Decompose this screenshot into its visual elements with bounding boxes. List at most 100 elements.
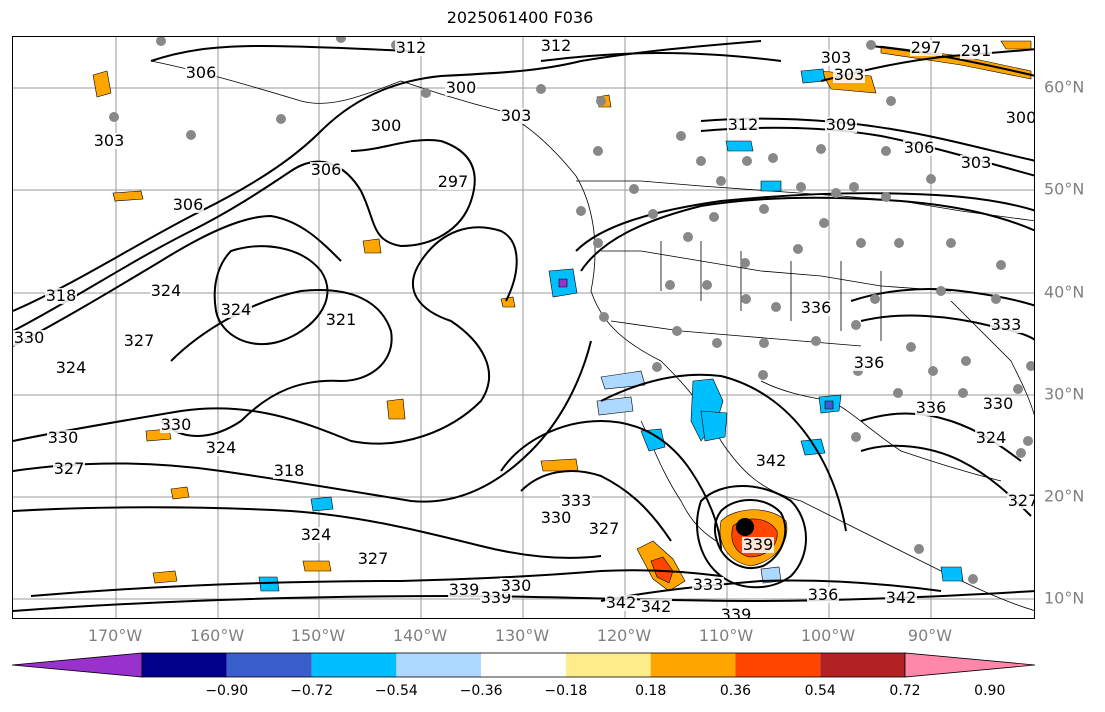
longitude-tick-label: 170°W xyxy=(87,626,143,645)
contour-label-bg xyxy=(273,463,305,479)
contour-label: 303 xyxy=(821,48,852,67)
contour-label: 297 xyxy=(911,38,942,57)
contour-label: 339 xyxy=(743,535,774,554)
contour-label-bg xyxy=(915,400,947,416)
colorbar-tick-label: −0.72 xyxy=(290,683,333,699)
contour-label: 330 xyxy=(501,576,532,595)
contour-label: 303 xyxy=(834,65,865,84)
contour-label-bg xyxy=(370,118,402,134)
colorbar-segment xyxy=(650,653,736,677)
colorbar xyxy=(11,652,1036,678)
contour-label: 318 xyxy=(274,461,305,480)
longitude-tick-label: 110°W xyxy=(698,626,754,645)
latitude-tick-label: 40°N xyxy=(1044,282,1085,302)
contour-label-bg xyxy=(742,537,774,553)
contour-label: 303 xyxy=(94,131,125,150)
contour-label: 330 xyxy=(983,394,1014,413)
contour-label: 330 xyxy=(48,428,79,447)
contour-label: 333 xyxy=(693,575,724,594)
contour-label-bg xyxy=(990,317,1022,333)
longitude-tick-label: 120°W xyxy=(596,626,652,645)
contour-label: 327 xyxy=(1008,491,1035,510)
colorbar-tick-label: −0.36 xyxy=(459,683,503,699)
contour-label-bg xyxy=(47,430,79,446)
contour-label-bg xyxy=(93,133,125,149)
colorbar-extend-high xyxy=(904,652,1036,678)
contour-label-bg xyxy=(172,197,204,213)
contour-label: 324 xyxy=(206,438,237,457)
contour-lines xyxy=(13,40,1034,612)
contour-label: 297 xyxy=(438,172,469,191)
contour-label: 324 xyxy=(301,525,332,544)
longitude-tick-label: 160°W xyxy=(189,626,245,645)
contour-label-bg xyxy=(903,140,935,156)
contour-label-bg xyxy=(960,155,992,171)
contour-label-bg xyxy=(910,40,942,56)
contour-label-bg xyxy=(1007,493,1034,509)
contour-label-bg xyxy=(807,587,839,603)
contour-label: 312 xyxy=(728,115,759,134)
contour-label-bg xyxy=(960,43,992,59)
contour-label: 327 xyxy=(589,519,620,538)
contour-label: 306 xyxy=(186,63,217,82)
contour-label: 342 xyxy=(641,597,672,616)
contour-label-bg xyxy=(310,162,342,178)
contour-label-bg xyxy=(853,355,885,371)
longitude-tick-label: 130°W xyxy=(494,626,550,645)
contour-label-bg xyxy=(800,300,832,316)
colorbar-segment xyxy=(481,653,566,677)
contour-label-bg xyxy=(325,312,357,328)
colorbar-segment xyxy=(396,653,482,677)
colorbar-segment xyxy=(820,653,905,677)
contour-label-bg xyxy=(500,578,532,594)
contour-label: 324 xyxy=(221,300,252,319)
contour-label-bg xyxy=(755,453,787,469)
contour-label-bg xyxy=(588,521,620,537)
contour-label: 339 xyxy=(721,605,752,619)
latitude-tick-label: 30°N xyxy=(1044,384,1085,404)
contour-label: 312 xyxy=(396,38,427,57)
colorbar-tick-label: 0.54 xyxy=(804,683,836,699)
colorbar-segment xyxy=(142,653,227,677)
contour-label: 333 xyxy=(991,315,1022,334)
contour-label: 336 xyxy=(808,585,839,604)
contour-label-bg xyxy=(300,527,332,543)
contour-label-bg xyxy=(185,65,217,81)
contour-label-bg xyxy=(820,50,852,66)
contour-label: 342 xyxy=(756,451,787,470)
contour-label-bg xyxy=(123,333,155,349)
contour-label-bg xyxy=(720,607,752,618)
contour-label-bg xyxy=(885,590,917,606)
map-canvas: 312 312 306 303 300 300 303 297 306 306 324 318 324 3… xyxy=(13,37,1035,619)
contour-label-bg xyxy=(45,288,77,304)
contour-label-bg xyxy=(445,80,477,96)
contour-label: 318 xyxy=(46,286,77,305)
storm-center-marker xyxy=(736,518,754,536)
contour-label: 336 xyxy=(801,298,832,317)
contour-label: 324 xyxy=(976,428,1007,447)
contour-label: 291 xyxy=(961,41,992,60)
contour-label: 300 xyxy=(371,116,402,135)
contour-label: 339 xyxy=(449,580,480,599)
contour-label-bg xyxy=(975,430,1007,446)
contour-label-bg xyxy=(13,330,45,346)
map-panel[interactable]: 312 312 306 303 300 300 303 297 306 306 324 318 324 3… xyxy=(12,36,1035,619)
contour-label-bg xyxy=(560,493,592,509)
contour-label: 330 xyxy=(161,415,192,434)
contour-label-layer: 312 312 306 303 300 300 303 297 306 306 324 318 324 3… xyxy=(13,37,1035,619)
latitude-tick-label: 10°N xyxy=(1044,588,1085,608)
contour-label: 300 xyxy=(1006,108,1035,127)
contour-label: 333 xyxy=(561,491,592,510)
contour-label-bg xyxy=(1005,110,1034,126)
contour-label-bg xyxy=(605,595,637,611)
colorbar-segment xyxy=(565,653,651,677)
contour-label: 324 xyxy=(56,358,87,377)
contour-label-bg xyxy=(160,417,192,433)
contour-label: 306 xyxy=(311,160,342,179)
colorbar-segment xyxy=(311,653,397,677)
contour-label: 327 xyxy=(54,459,85,478)
longitude-tick-label: 150°W xyxy=(290,626,346,645)
contour-label: 330 xyxy=(14,328,45,347)
contour-label-bg xyxy=(982,396,1014,412)
colorbar-tick-label: 0.72 xyxy=(889,683,921,699)
